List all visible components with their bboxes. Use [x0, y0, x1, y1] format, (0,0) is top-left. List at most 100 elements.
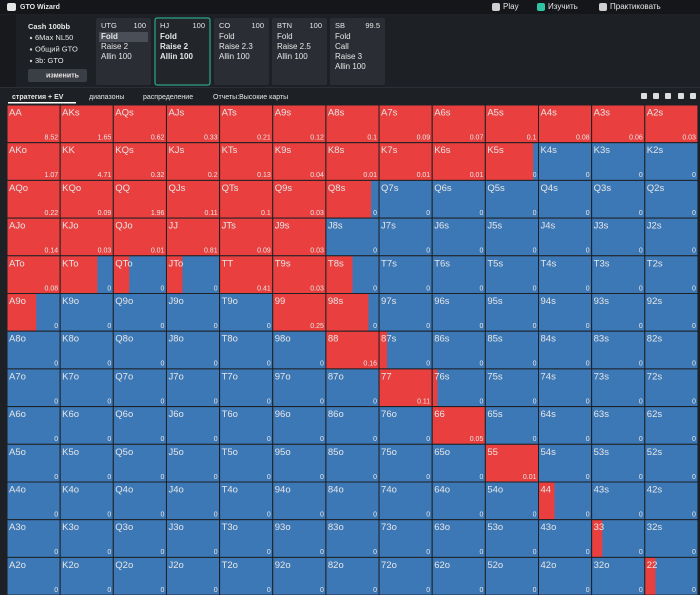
- action[interactable]: Fold: [219, 32, 235, 41]
- action[interactable]: Raise 2: [160, 42, 189, 51]
- hand-label: 63s: [594, 409, 610, 420]
- cell-border[interactable]: [644, 556, 699, 595]
- raise-area: [644, 105, 698, 143]
- toolbar-icon[interactable]: [665, 93, 671, 99]
- hand-ev: 0.1: [527, 135, 537, 142]
- action[interactable]: Allin 100: [335, 62, 366, 71]
- hand-label: KTo: [62, 258, 78, 269]
- hand-ev: 0: [533, 361, 537, 368]
- change-button-label[interactable]: изменить: [46, 72, 80, 79]
- action[interactable]: Fold: [101, 32, 118, 41]
- hand-ev: 0: [214, 323, 218, 330]
- tab[interactable]: Отчеты:Высокие карты: [213, 94, 288, 101]
- position-name: SB: [335, 21, 345, 30]
- sidebar-item: Общий GTO: [35, 44, 78, 53]
- hand-label: A9o: [9, 296, 26, 307]
- hand-label: A4s: [541, 108, 558, 119]
- toolbar-icon[interactable]: [653, 93, 659, 99]
- position-card[interactable]: [330, 18, 385, 85]
- fold-area: [485, 557, 539, 595]
- action[interactable]: Fold: [277, 32, 293, 41]
- fold-area: [113, 519, 167, 558]
- raise-area: [325, 142, 380, 181]
- tab[interactable]: стратегия + EV: [12, 94, 64, 101]
- tab[interactable]: распределение: [143, 94, 193, 101]
- hand-label: J2o: [168, 560, 183, 571]
- hand-ev: 0: [692, 172, 696, 179]
- toolbar-icon[interactable]: [678, 93, 684, 99]
- action[interactable]: Raise 2.3: [219, 42, 253, 51]
- hand-ev: 0.04: [310, 172, 324, 179]
- hand-label: A7o: [9, 371, 26, 382]
- hand-ev: 0: [267, 474, 271, 481]
- fold-area: [272, 331, 326, 369]
- fold-area: [166, 482, 220, 520]
- fold-area: [60, 331, 114, 369]
- raise-area: [591, 519, 603, 558]
- action[interactable]: Raise 2.5: [277, 42, 311, 51]
- action[interactable]: Allin 100: [277, 52, 308, 61]
- fold-area: [644, 293, 698, 332]
- fold-area: [432, 331, 486, 369]
- hand-ev: 0: [692, 248, 696, 255]
- raise-area: [166, 105, 220, 143]
- hand-label: 54o: [487, 485, 503, 496]
- hand-label: 82s: [647, 334, 663, 345]
- fold-area: [591, 142, 645, 181]
- hand-label: 94s: [541, 296, 557, 307]
- nav-icon[interactable]: [537, 3, 545, 11]
- hand-ev: 0: [692, 436, 696, 443]
- hand-label: 84o: [328, 485, 344, 496]
- toolbar-icon[interactable]: [641, 93, 647, 99]
- fold-area: [219, 331, 273, 369]
- hand-label: K3s: [594, 145, 611, 156]
- hand-ev: 0: [692, 474, 696, 481]
- hand-ev: 0: [586, 323, 590, 330]
- fold-area: [485, 482, 539, 520]
- nav-icon[interactable]: [599, 3, 607, 11]
- fold-area: [538, 142, 592, 181]
- hand-ev: 0: [161, 361, 165, 368]
- hand-ev: 0: [373, 398, 377, 405]
- raise-area: [432, 105, 486, 143]
- position-card[interactable]: [214, 18, 269, 85]
- hand-ev: 0: [267, 512, 271, 519]
- action[interactable]: Allin 100: [101, 52, 132, 61]
- nav-item[interactable]: Play: [503, 2, 519, 11]
- hand-label: JTo: [168, 258, 183, 269]
- hand-label: A6o: [9, 409, 26, 420]
- hand-ev: 0: [426, 285, 430, 292]
- fold-area: [379, 444, 433, 482]
- nav-icon[interactable]: [492, 3, 500, 11]
- nav-item[interactable]: Практиковать: [610, 2, 661, 11]
- toolbar-icon[interactable]: [690, 93, 696, 99]
- hand-ev: 0: [479, 512, 483, 519]
- change-button[interactable]: [28, 69, 87, 82]
- action[interactable]: Allin 100: [160, 52, 193, 61]
- position-card[interactable]: [154, 17, 211, 86]
- fold-area: [379, 293, 433, 332]
- hand-ev: 0: [533, 248, 537, 255]
- hand-label: 97o: [275, 371, 291, 382]
- fold-area: [538, 368, 592, 407]
- action[interactable]: Raise 2: [101, 42, 129, 51]
- action[interactable]: Call: [335, 42, 349, 51]
- action[interactable]: Allin 100: [219, 52, 250, 61]
- hand-ev: 0.09: [98, 210, 112, 217]
- action[interactable]: Fold: [335, 32, 351, 41]
- hand-ev: 0: [214, 549, 218, 556]
- action[interactable]: Raise 3: [335, 52, 363, 61]
- hand-label: T4o: [222, 485, 238, 496]
- hand-ev: 0: [692, 512, 696, 519]
- nav-item[interactable]: Изучить: [548, 2, 578, 11]
- tab[interactable]: диапазоны: [89, 94, 124, 101]
- position-card[interactable]: [272, 18, 327, 85]
- fold-area: [644, 331, 698, 369]
- hand-ev: 0.03: [682, 135, 696, 142]
- hand-ev: 0: [161, 436, 165, 443]
- hand-ev: 0: [586, 361, 590, 368]
- raise-area: [272, 293, 326, 332]
- action[interactable]: Fold: [160, 32, 177, 41]
- hand-ev: 0: [533, 587, 537, 594]
